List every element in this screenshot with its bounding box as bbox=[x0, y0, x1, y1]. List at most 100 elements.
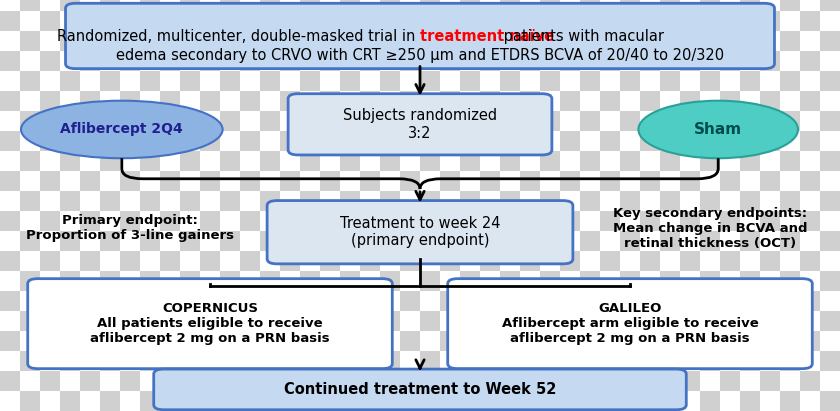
Bar bbox=[540, 171, 560, 191]
Bar bbox=[820, 231, 840, 251]
Bar bbox=[120, 231, 140, 251]
Bar bbox=[340, 31, 360, 51]
Bar bbox=[320, 211, 340, 231]
Bar bbox=[340, 111, 360, 131]
Bar bbox=[140, 231, 160, 251]
Bar bbox=[700, 151, 720, 171]
Bar bbox=[700, 371, 720, 391]
Text: COPERNICUS
All patients eligible to receive
aflibercept 2 mg on a PRN basis: COPERNICUS All patients eligible to rece… bbox=[90, 302, 330, 345]
FancyBboxPatch shape bbox=[28, 279, 392, 369]
Bar bbox=[40, 351, 60, 371]
Bar bbox=[460, 371, 480, 391]
Text: Subjects randomized
3:2: Subjects randomized 3:2 bbox=[343, 108, 497, 141]
Bar bbox=[700, 111, 720, 131]
Bar bbox=[20, 171, 40, 191]
Bar bbox=[600, 331, 620, 351]
Bar bbox=[760, 211, 780, 231]
Bar bbox=[640, 71, 660, 91]
Bar bbox=[20, 0, 40, 11]
Bar bbox=[580, 231, 600, 251]
Bar bbox=[360, 111, 380, 131]
Bar bbox=[520, 11, 540, 31]
Bar bbox=[0, 231, 20, 251]
Text: patients with macular: patients with macular bbox=[499, 29, 664, 44]
Bar bbox=[200, 291, 220, 311]
Bar bbox=[300, 51, 320, 71]
Bar bbox=[800, 111, 820, 131]
Bar bbox=[20, 251, 40, 271]
Bar bbox=[360, 191, 380, 211]
Bar bbox=[40, 191, 60, 211]
Bar bbox=[680, 331, 700, 351]
Bar bbox=[600, 0, 620, 11]
Bar bbox=[0, 151, 20, 171]
Bar bbox=[460, 111, 480, 131]
Bar bbox=[160, 71, 180, 91]
Text: Randomized, multicenter, double-masked trial in: Randomized, multicenter, double-masked t… bbox=[57, 29, 420, 44]
Bar bbox=[540, 111, 560, 131]
Bar bbox=[640, 211, 660, 231]
Bar bbox=[340, 0, 360, 11]
Bar bbox=[40, 271, 60, 291]
Bar bbox=[600, 51, 620, 71]
Bar bbox=[580, 291, 600, 311]
Bar bbox=[280, 131, 300, 151]
Bar bbox=[360, 391, 380, 411]
Bar bbox=[800, 11, 820, 31]
Bar bbox=[620, 391, 640, 411]
Bar bbox=[340, 331, 360, 351]
Bar bbox=[120, 311, 140, 331]
Bar bbox=[620, 11, 640, 31]
Bar bbox=[200, 391, 220, 411]
Bar bbox=[460, 0, 480, 11]
Bar bbox=[180, 231, 200, 251]
Bar bbox=[380, 131, 400, 151]
Bar bbox=[500, 111, 520, 131]
Bar bbox=[240, 231, 260, 251]
Bar bbox=[380, 151, 400, 171]
Bar bbox=[600, 251, 620, 271]
Bar bbox=[760, 91, 780, 111]
Bar bbox=[720, 271, 740, 291]
Bar bbox=[460, 291, 480, 311]
Bar bbox=[260, 171, 280, 191]
Bar bbox=[160, 11, 180, 31]
Bar bbox=[40, 11, 60, 31]
Bar bbox=[40, 0, 60, 11]
Bar bbox=[580, 91, 600, 111]
Bar bbox=[220, 331, 240, 351]
Bar bbox=[320, 131, 340, 151]
Bar bbox=[380, 311, 400, 331]
Bar bbox=[300, 131, 320, 151]
Bar bbox=[600, 71, 620, 91]
Bar bbox=[660, 31, 680, 51]
Bar bbox=[660, 291, 680, 311]
Bar bbox=[700, 391, 720, 411]
Bar bbox=[360, 91, 380, 111]
Bar bbox=[60, 251, 80, 271]
Bar bbox=[120, 211, 140, 231]
Bar bbox=[620, 211, 640, 231]
Bar bbox=[140, 271, 160, 291]
Bar bbox=[820, 271, 840, 291]
Bar bbox=[320, 391, 340, 411]
Bar bbox=[240, 271, 260, 291]
Bar bbox=[280, 191, 300, 211]
Bar bbox=[420, 71, 440, 91]
Bar bbox=[0, 111, 20, 131]
Bar bbox=[140, 71, 160, 91]
Bar bbox=[420, 11, 440, 31]
Bar bbox=[820, 331, 840, 351]
Bar bbox=[820, 371, 840, 391]
Bar bbox=[580, 211, 600, 231]
Bar bbox=[620, 111, 640, 131]
Bar bbox=[700, 171, 720, 191]
Bar bbox=[220, 351, 240, 371]
Bar bbox=[20, 331, 40, 351]
Bar bbox=[100, 11, 120, 31]
Bar bbox=[120, 191, 140, 211]
Bar bbox=[180, 251, 200, 271]
Bar bbox=[0, 91, 20, 111]
Bar bbox=[320, 91, 340, 111]
Bar bbox=[780, 51, 800, 71]
